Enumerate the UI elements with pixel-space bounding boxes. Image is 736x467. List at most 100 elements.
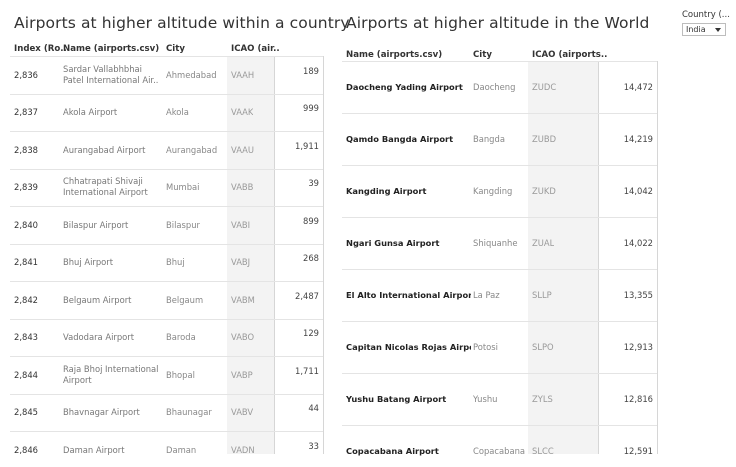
left-header-3[interactable]: ICAO (air.. [231,44,280,54]
right-header-2[interactable]: ICAO (airports.. [532,50,608,60]
left-row-city[interactable]: Mumbai [166,182,200,193]
left-row-city[interactable]: Bhuj [166,257,185,268]
left-row-city[interactable]: Aurangabad [166,144,218,155]
left-row-index[interactable]: 2,840 [14,219,38,230]
left-row-icao[interactable]: VAAK [231,107,254,118]
left-row-index[interactable]: 2,841 [14,257,38,268]
left-row-icao[interactable]: VAAU [231,144,255,155]
left-row-altitude[interactable]: 268 [303,253,319,264]
left-row-icao[interactable]: VABB [231,182,254,193]
left-header-0[interactable]: Index (Ro.. [14,44,67,54]
left-row-name[interactable]: Sardar Vallabhbhai Patel International A… [63,63,159,85]
left-row-city[interactable]: Daman [166,444,197,455]
right-row-altitude[interactable]: 14,022 [623,238,653,248]
right-row-icao[interactable]: ZUBD [532,134,557,144]
right-row-city[interactable]: Copacabana [473,446,526,456]
left-row-altitude[interactable]: 44 [308,403,319,414]
left-row-index[interactable]: 2,837 [14,107,38,118]
left-row-name[interactable]: Bhuj Airport [63,257,114,268]
left-row-altitude[interactable]: 1,711 [295,365,319,376]
left-row-altitude[interactable]: 1,911 [295,140,319,151]
left-row-name[interactable]: Bilaspur Airport [63,219,129,230]
right-row-icao[interactable]: ZYLS [532,394,553,404]
left-row-altitude[interactable]: 33 [308,440,319,451]
right-row-city[interactable]: Kangding [473,186,513,196]
right-row-altitude[interactable]: 14,472 [623,82,653,92]
left-row-icao[interactable]: VABM [231,294,255,305]
right-header-0[interactable]: Name (airports.csv) [346,50,443,60]
left-row-name[interactable]: Bhavnagar Airport [63,407,140,418]
left-row-icao[interactable]: VADN [231,444,255,455]
left-row-index[interactable]: 2,838 [14,144,38,155]
right-row-name[interactable]: Copacabana Airport [346,446,439,456]
right-row-city[interactable]: Potosi [473,342,498,352]
right-row-altitude[interactable]: 13,355 [623,290,653,300]
right-row-city[interactable]: Shiquanhe [473,238,518,248]
right-row-city[interactable]: La Paz [473,290,500,300]
left-row-index[interactable]: 2,845 [14,407,38,418]
left-row-city[interactable]: Ahmedabad [166,69,217,80]
left-row-name[interactable]: Belgaum Airport [63,294,132,305]
right-row-icao[interactable]: SLLP [532,290,552,300]
right-row-name[interactable]: Kangding Airport [346,186,427,196]
left-row-name[interactable]: Daman Airport [63,444,125,455]
right-row-icao[interactable]: SLCC [532,446,554,456]
left-row-name[interactable]: Vadodara Airport [63,332,135,343]
left-row-altitude[interactable]: 2,487 [295,290,319,301]
right-row-name[interactable]: El Alto International Airport [346,290,471,300]
right-row-divider [342,269,657,270]
right-row-icao[interactable]: ZUKD [532,186,556,196]
right-row-altitude[interactable]: 12,591 [623,446,653,456]
left-row-icao[interactable]: VABO [231,332,255,343]
left-row-altitude[interactable]: 189 [303,65,319,76]
right-row-divider [342,165,657,166]
right-row-icao[interactable]: ZUDC [532,82,557,92]
left-row-icao[interactable]: VABP [231,369,253,380]
right-row-city[interactable]: Yushu [473,394,498,404]
right-row-city[interactable]: Daocheng [473,82,516,92]
right-row-city[interactable]: Bangda [473,134,505,144]
left-row-altitude[interactable]: 999 [303,103,319,114]
left-row-divider [10,206,323,207]
left-row-city[interactable]: Akola [166,107,189,118]
left-row-city[interactable]: Belgaum [166,294,204,305]
left-row-icao[interactable]: VABV [231,407,254,418]
left-row-name[interactable]: Aurangabad Airport [63,144,146,155]
left-row-name[interactable]: Raja Bhoj International Airport [63,363,159,385]
left-row-name[interactable]: Chhatrapati Shivaji International Airpor… [63,176,148,198]
left-row-index[interactable]: 2,844 [14,369,38,380]
left-row-altitude[interactable]: 39 [308,178,319,189]
right-row-icao[interactable]: SLPO [532,342,554,352]
right-row-name[interactable]: Daocheng Yading Airport [346,82,463,92]
left-row-altitude[interactable]: 899 [303,215,319,226]
right-row-altitude[interactable]: 12,913 [623,342,653,352]
left-row-city[interactable]: Bhopal [166,369,195,380]
right-header-1[interactable]: City [473,50,492,60]
left-row-icao[interactable]: VABI [231,219,251,230]
right-row-altitude[interactable]: 12,816 [623,394,653,404]
right-row-name[interactable]: Yushu Batang Airport [346,394,447,404]
left-row-index[interactable]: 2,836 [14,69,38,80]
left-row-city[interactable]: Baroda [166,332,196,343]
right-row-name[interactable]: Qamdo Bangda Airport [346,134,454,144]
chevron-down-icon[interactable] [715,28,721,32]
left-header-1[interactable]: Name (airports.csv) [63,44,160,54]
left-row-city[interactable]: Bhaunagar [166,407,212,418]
left-row-icao[interactable]: VAAH [231,69,255,80]
left-row-name[interactable]: Akola Airport [63,107,118,118]
right-row-name[interactable]: Ngari Gunsa Airport [346,238,440,248]
left-header-2[interactable]: City [166,44,185,54]
right-row-altitude[interactable]: 14,219 [623,134,653,144]
left-row-index[interactable]: 2,842 [14,294,38,305]
left-row-altitude[interactable]: 129 [303,328,319,339]
left-row-index[interactable]: 2,843 [14,332,38,343]
left-row-divider [10,393,323,395]
right-row-name[interactable]: Capitan Nicolas Rojas Airport [346,342,471,352]
right-row-icao[interactable]: ZUAL [532,238,555,248]
left-row-index[interactable]: 2,839 [14,182,38,193]
left-row-index[interactable]: 2,846 [14,444,38,455]
right-row-altitude[interactable]: 14,042 [623,186,653,196]
left-row-icao[interactable]: VABJ [231,257,251,268]
left-row-city[interactable]: Bilaspur [166,219,200,230]
country-filter-dropdown[interactable]: India [682,23,726,36]
